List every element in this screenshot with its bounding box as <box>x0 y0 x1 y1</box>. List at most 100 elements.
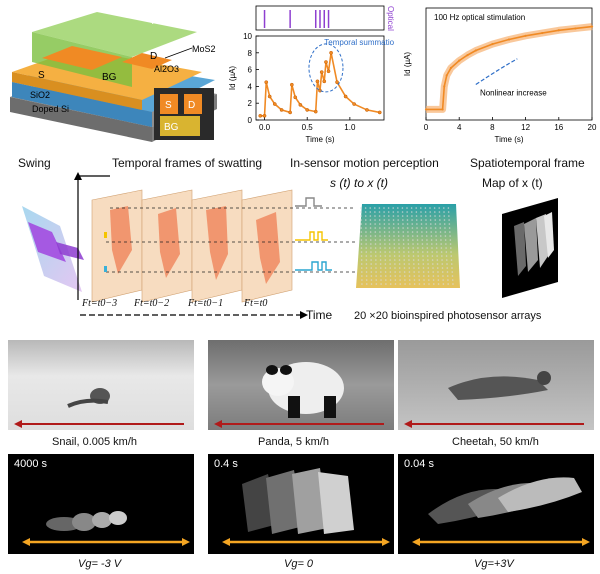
chart1-point-18 <box>329 50 333 55</box>
panda-time: 0.4 s <box>214 458 238 470</box>
frame-label-1: Ft=t0−2 <box>134 298 170 309</box>
chart2-xtick-label-5: 20 <box>588 123 597 132</box>
time-axis-label: Time <box>306 308 333 322</box>
chart1-ylabel: Id (µA) <box>228 66 237 91</box>
inset-bg: BG <box>164 122 179 133</box>
frame-t0 <box>241 189 293 303</box>
device-schematic: Al2O3 D MoS2 S BG Al2O3 SiO2 Doped Si S … <box>10 12 217 142</box>
chart1-point-22 <box>365 108 369 112</box>
chart2-xtick-label-3: 12 <box>521 123 530 132</box>
array-label: 20 ×20 bioinspired photosensor arrays <box>354 310 542 322</box>
chart2-point-10 <box>524 34 527 37</box>
frame-t0-3 <box>91 189 143 303</box>
device-label-al2o3-bottom: Al2O3 <box>154 64 179 74</box>
chart1-point-10 <box>305 108 310 112</box>
chart1-point-9 <box>298 103 303 107</box>
snail-time: 4000 s <box>14 458 48 470</box>
device-label-d: D <box>150 51 157 62</box>
chart1-ytick-label-3: 6 <box>248 66 253 75</box>
cheetah-time: 0.04 s <box>404 458 434 470</box>
chart2-point-8 <box>491 42 494 46</box>
chart1-point-21 <box>352 102 356 106</box>
pulse-label: Optical <box>386 6 394 31</box>
chart2-point-14 <box>590 25 594 28</box>
device-label-bg: BG <box>102 72 117 83</box>
device-label-s: S <box>38 70 45 81</box>
chart1-point-4 <box>272 102 277 106</box>
chart1-point-3 <box>267 94 272 99</box>
chart1-point-15 <box>322 79 327 84</box>
summation-label: Temporal summation <box>324 38 394 47</box>
chart2-point-6 <box>466 54 469 57</box>
chart1-point-12 <box>315 79 320 84</box>
chart1-point-16 <box>324 60 328 64</box>
chart2-title: 100 Hz optical stimulation <box>434 13 525 22</box>
cheetah-photo <box>398 340 594 430</box>
chart1-ytick-label-4: 8 <box>248 49 253 58</box>
panda-photo <box>208 340 394 430</box>
chart1-frame <box>255 35 385 121</box>
panda-caption: Panda, 5 km/h <box>258 436 329 448</box>
spatio-label: Spatiotemporal frame <box>470 156 585 170</box>
signal-label: s (t) to x (t) <box>330 176 388 190</box>
chart2-point-4 <box>449 66 452 70</box>
chart2-xtick-label-1: 4 <box>457 123 462 132</box>
motion-label: In-sensor motion perception <box>290 156 439 170</box>
snail-vg: Vg= -3 V <box>78 558 122 570</box>
inset-d: D <box>188 100 195 111</box>
frame-t0-1 <box>191 189 243 303</box>
photosensor-array <box>356 204 460 288</box>
device-label-sio2: SiO2 <box>30 90 50 100</box>
inset-s: S <box>165 100 172 111</box>
nonlinear-label: Nonlinear increase <box>480 89 547 98</box>
frame-label-3: Ft=t0 <box>244 298 268 309</box>
chart2-point-2 <box>443 85 446 88</box>
chart2-xlabel: Time (s) <box>494 135 523 144</box>
temporal-frames <box>74 172 355 319</box>
chart1-xtick-label-1: 0.5 <box>302 123 314 132</box>
cheetah-vg: Vg=+3V <box>474 558 514 570</box>
frame-t0-2 <box>141 189 193 303</box>
chart1-point-2 <box>264 80 269 85</box>
summation-ellipse <box>308 43 344 93</box>
chart1-point-23 <box>377 110 382 115</box>
chart2-frame <box>425 7 593 121</box>
chart1-point-17 <box>326 69 331 74</box>
snail-caption: Snail, 0.005 km/h <box>52 436 137 448</box>
chart2-point-7 <box>474 49 477 52</box>
chart2-point-13 <box>574 27 577 30</box>
swing-label: Swing <box>18 156 51 170</box>
swing-illustration <box>22 206 84 292</box>
cheetah-caption: Cheetah, 50 km/h <box>452 436 539 448</box>
map-label: Map of x (t) <box>482 176 543 190</box>
chart1-point-20 <box>343 94 348 99</box>
device-label-mos2: MoS2 <box>192 44 216 54</box>
chart1-point-5 <box>279 108 284 112</box>
chart1-xtick-label-0: 0.0 <box>259 123 271 132</box>
chart1-point-14 <box>319 70 324 74</box>
chart1-xlabel: Time (s) <box>305 135 334 144</box>
chart1-ytick-label-0: 0 <box>248 116 253 125</box>
chart1-point-19 <box>335 80 339 85</box>
chart1-point-11 <box>313 109 318 114</box>
snail-photo <box>8 340 194 430</box>
chart2-ylabel: Id (µA) <box>403 52 412 77</box>
pulse-strip-frame <box>255 5 385 31</box>
nonlinear-arrow <box>475 58 518 86</box>
cheetah-trace: 0.04 s <box>398 454 594 554</box>
chart2-point-0 <box>424 108 428 111</box>
chart1-point-0 <box>258 113 263 118</box>
chart2-point-5 <box>458 59 461 62</box>
frames-label: Temporal frames of swatting <box>112 156 263 170</box>
panda-trace: 0.4 s <box>208 454 394 554</box>
device-inset: S D BG <box>154 88 214 140</box>
frame-label-2: Ft=t0−1 <box>188 298 224 309</box>
chart1-ytick-label-2: 4 <box>248 82 253 91</box>
chart2-point-12 <box>557 29 560 32</box>
panda-vg: Vg= 0 <box>284 558 314 570</box>
frame-label-0: Ft=t0−3 <box>82 298 118 309</box>
chart2-point-9 <box>507 38 511 41</box>
chart2-xtick-label-2: 8 <box>490 123 495 132</box>
chart1-point-8 <box>293 95 298 100</box>
device-label-al2o3-top: Al2O3 <box>152 16 180 27</box>
